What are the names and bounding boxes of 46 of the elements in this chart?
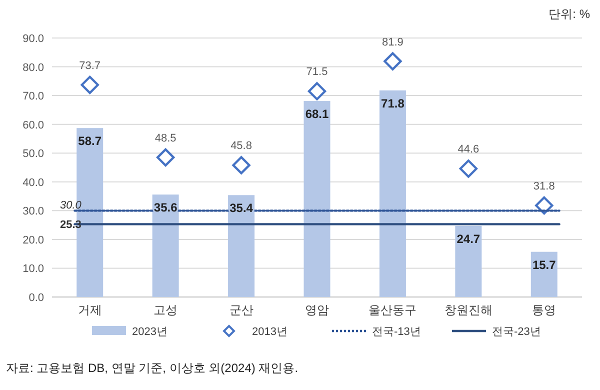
data-label: 24.7 xyxy=(456,232,480,246)
point xyxy=(459,160,478,178)
legend-label: 2013년 xyxy=(252,326,288,338)
bar xyxy=(304,101,330,297)
x-tick-label: 울산동구 xyxy=(368,303,417,317)
text: 단위: % xyxy=(548,7,590,21)
y-tick-label: 30.0 xyxy=(22,206,44,218)
legend-label: 전국-23년 xyxy=(492,326,541,338)
data-label: 31.8 xyxy=(533,180,555,192)
bar xyxy=(379,90,406,297)
data-label: 48.5 xyxy=(154,132,176,144)
point xyxy=(535,196,554,215)
x-tick-label: 군산 xyxy=(229,303,254,317)
data-label: 71.5 xyxy=(306,66,328,78)
legend-label: 전국-13년 xyxy=(372,326,421,338)
point xyxy=(156,148,175,167)
annotation: 25.3 xyxy=(60,219,82,232)
y-tick-label: 10.0 xyxy=(22,263,44,276)
text: 자료: 고용보험 DB, 연말 기준, 이상호 외(2024) 재인용. xyxy=(6,361,298,375)
data-label: 81.9 xyxy=(382,36,404,48)
point xyxy=(232,156,250,174)
data-label: 58.7 xyxy=(78,134,102,148)
x-tick-label: 거제 xyxy=(78,303,102,317)
data-label: 15.7 xyxy=(532,258,556,272)
point xyxy=(80,76,99,94)
annotation: 30.0 xyxy=(60,200,82,212)
y-tick-label: 80.0 xyxy=(22,62,44,74)
y-tick-label: 20.0 xyxy=(22,234,44,246)
point xyxy=(384,52,402,70)
y-tick-label: 60.0 xyxy=(22,119,44,132)
x-tick-label: 통영 xyxy=(532,303,556,317)
x-tick-label: 창원진해 xyxy=(444,303,492,317)
y-tick-label: 70.0 xyxy=(22,90,44,103)
legend-label: 2023년 xyxy=(132,326,168,338)
data-label: 68.1 xyxy=(305,107,329,122)
y-tick-label: 0.0 xyxy=(28,292,44,304)
y-tick-label: 50.0 xyxy=(22,148,44,160)
y-tick-label: 40.0 xyxy=(22,176,44,189)
x-tick-label: 영암 xyxy=(305,303,329,317)
data-label: 44.6 xyxy=(458,144,480,156)
x-tick-label: 고성 xyxy=(154,303,178,317)
point xyxy=(308,82,326,100)
data-label: 71.8 xyxy=(381,96,405,110)
data-label: 73.7 xyxy=(79,60,101,72)
data-label: 45.8 xyxy=(230,140,252,152)
y-tick-label: 90.0 xyxy=(22,33,44,45)
